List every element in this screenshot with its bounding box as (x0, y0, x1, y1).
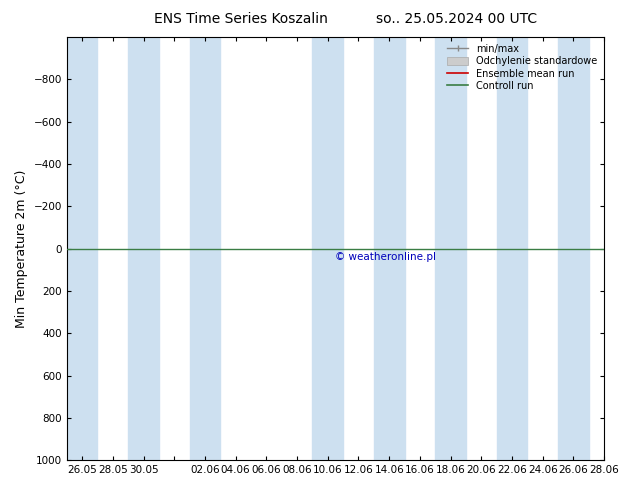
Bar (128, 37, 159, 460)
Bar (313, 37, 343, 460)
Bar (558, 37, 589, 460)
Text: ENS Time Series Koszalin: ENS Time Series Koszalin (154, 12, 328, 26)
Legend: min/max, Odchylenie standardowe, Ensemble mean run, Controll run: min/max, Odchylenie standardowe, Ensembl… (445, 42, 599, 93)
Text: © weatheronline.pl: © weatheronline.pl (335, 252, 436, 262)
Text: so.. 25.05.2024 00 UTC: so.. 25.05.2024 00 UTC (376, 12, 537, 26)
Bar (496, 37, 527, 460)
Bar (190, 37, 221, 460)
Y-axis label: Min Temperature 2m (°C): Min Temperature 2m (°C) (15, 170, 28, 328)
Bar (67, 37, 98, 460)
Bar (374, 37, 404, 460)
Bar (436, 37, 466, 460)
